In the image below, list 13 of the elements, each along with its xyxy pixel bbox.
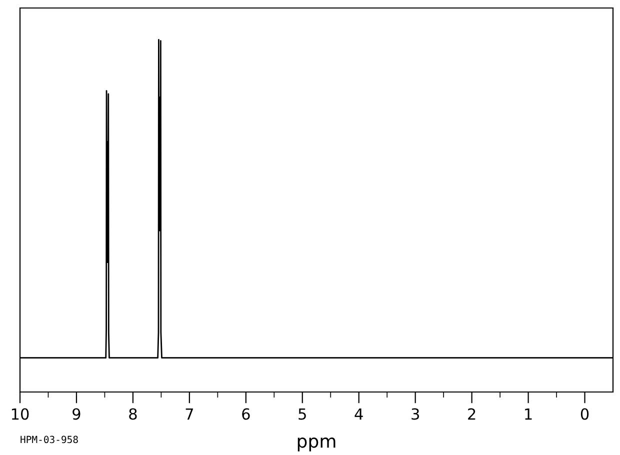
x-tick-label: 1	[525, 408, 532, 420]
x-tick-label: 0	[580, 408, 589, 420]
x-tick-label: 10	[12, 408, 29, 420]
x-tick-label: 2	[468, 408, 476, 420]
x-tick-label: 7	[186, 408, 193, 420]
x-tick-label: 8	[129, 408, 137, 420]
x-tick-label: 9	[72, 408, 80, 420]
x-tick-label: 4	[354, 408, 363, 420]
text: HPM-03-958	[20, 436, 78, 444]
x-tick-label: 3	[412, 408, 419, 420]
x-axis-title: ppm	[298, 437, 336, 452]
x-tick-label: 6	[242, 408, 250, 420]
x-tick-label: 5	[298, 408, 306, 420]
